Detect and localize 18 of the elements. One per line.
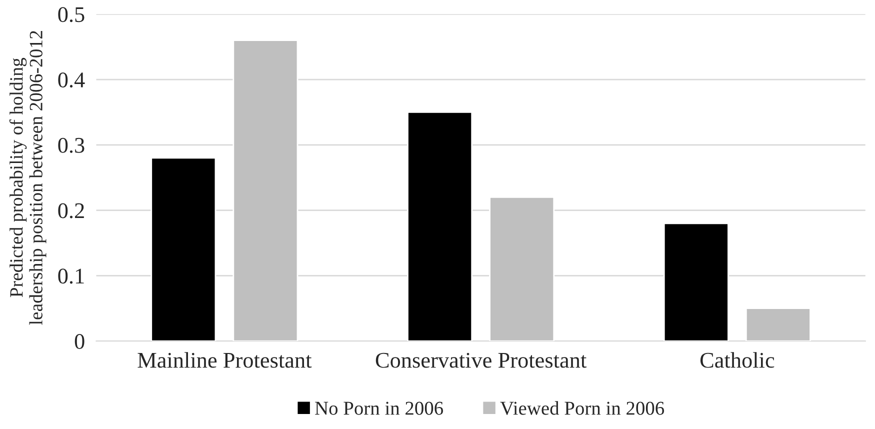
x-tick-label: Mainline Protestant [138, 352, 312, 368]
bar [407, 112, 473, 342]
bar [232, 40, 298, 342]
bar [150, 157, 216, 342]
x-tick-label: Conservative Protestant [376, 352, 587, 368]
bar [489, 196, 555, 342]
y-tick-label: 0 [74, 334, 84, 349]
y-tick-label: 0.2 [58, 203, 84, 218]
y-tick-label: 0.4 [58, 72, 85, 88]
y-tick-label: 0.3 [58, 138, 84, 153]
bar [663, 222, 729, 342]
legend-label: Viewed Porn in 2006 [500, 401, 664, 415]
y-axis-title: Predicted probability of holding leadership position between 2006-2012 [9, 31, 46, 325]
legend-label: No Porn in 2006 [315, 402, 444, 415]
y-tick-label: 0.1 [58, 268, 84, 284]
bar [745, 308, 811, 342]
x-tick-label: Catholic [700, 352, 774, 368]
y-tick-label: 0.5 [58, 7, 84, 22]
